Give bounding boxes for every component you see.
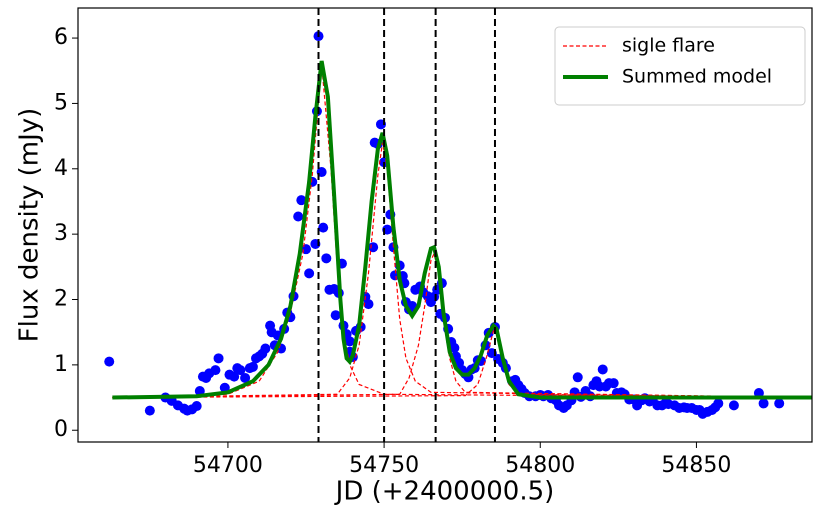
data-point [774,398,785,409]
data-point [758,398,769,409]
data-point [572,372,583,383]
data-point [247,361,258,372]
data-point [235,365,246,376]
x-tick-label: 54700 [193,453,263,478]
data-point [144,405,155,416]
data-point [210,365,221,376]
data-point [296,195,307,206]
data-point [260,343,271,354]
data-point [293,211,304,222]
x-tick-label: 54800 [505,453,575,478]
data-point [597,364,608,375]
data-point [728,400,739,411]
data-point [213,353,224,364]
data-point [330,310,341,321]
x-tick-label: 54750 [349,453,419,478]
model-curve [112,251,812,399]
plot-area [104,8,812,442]
data-point [219,382,230,393]
axes-frame [77,7,813,443]
data-point [318,222,329,233]
legend-label: sigle flare [622,35,715,57]
data-point [194,386,205,397]
y-tick-label: 3 [54,221,68,246]
model-curve [112,60,812,400]
y-tick-label: 2 [54,287,68,312]
y-tick-label: 0 [54,417,68,442]
legend: sigle flare Summed model [554,26,806,106]
data-point [368,242,379,253]
data-point [304,268,315,279]
data-point [240,372,251,383]
data-point [321,253,332,264]
data-point [344,336,355,347]
data-point [608,378,619,389]
x-axis-label: JD (+2400000.5) [334,477,555,507]
model-curve [112,64,812,399]
data-point [191,401,202,412]
y-tick-label: 1 [54,352,68,377]
y-axis-label: Flux density (mJy) [15,108,45,343]
x-tick-label: 54850 [661,453,731,478]
data-point [753,387,764,398]
data-point [104,356,115,367]
y-tick-label: 5 [54,90,68,115]
data-point [363,299,374,310]
y-tick-label: 6 [54,25,68,50]
data-point [449,342,460,353]
data-point [229,371,240,382]
y-tick-label: 4 [54,156,68,181]
legend-box [554,26,806,106]
data-point [713,398,724,409]
legend-label: Summed model [622,66,772,88]
